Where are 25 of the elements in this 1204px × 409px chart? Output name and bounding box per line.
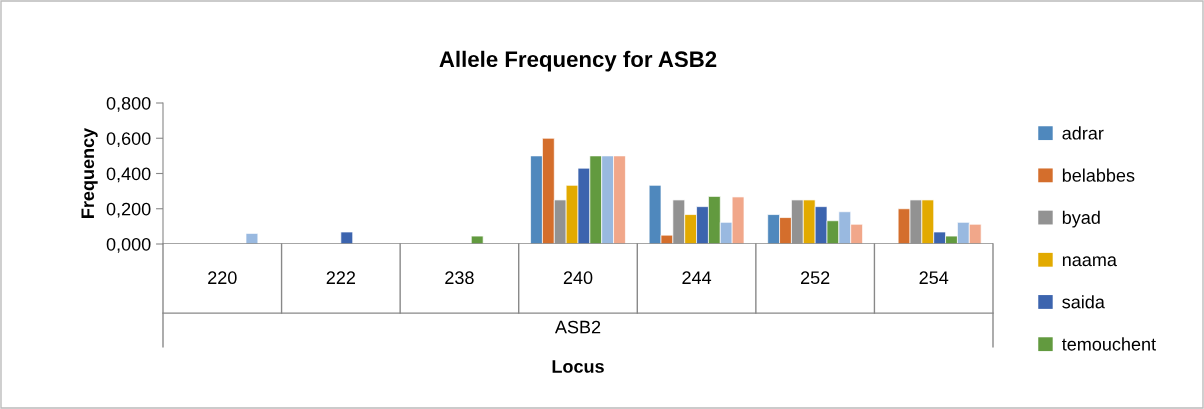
legend-label: belabbes <box>1062 168 1135 182</box>
x-tick-label: 240 <box>563 271 593 285</box>
legend-label: adrar <box>1062 126 1104 140</box>
y-tick-label: 0,600 <box>106 132 151 148</box>
y-tick-label: 0,800 <box>106 96 151 112</box>
legend-label: saida <box>1062 295 1105 309</box>
legend-label: temouchent <box>1062 337 1156 351</box>
bar <box>245 233 259 244</box>
legend-label: byad <box>1062 210 1100 228</box>
x-tick-label: 222 <box>326 271 356 284</box>
x-tick-label: 252 <box>800 271 830 285</box>
y-tick-label: 0,400 <box>106 167 151 183</box>
bar <box>340 231 354 244</box>
text: ASB2 <box>554 320 601 334</box>
x-axis-title: Locus <box>552 360 604 373</box>
y-tick-label: 0,000 <box>106 237 151 253</box>
y-tick-label: 0,200 <box>106 202 151 218</box>
x-tick-label: 238 <box>445 271 474 285</box>
chart-title: Allele Frequency for ASB2 <box>439 50 717 72</box>
x-tick-label: 244 <box>682 271 712 284</box>
x-tick-label: 254 <box>919 271 949 285</box>
x-tick-label: 220 <box>208 271 237 285</box>
y-axis-title: Frequency <box>81 127 98 218</box>
legend-label: naama <box>1062 256 1117 267</box>
bar <box>470 235 484 244</box>
